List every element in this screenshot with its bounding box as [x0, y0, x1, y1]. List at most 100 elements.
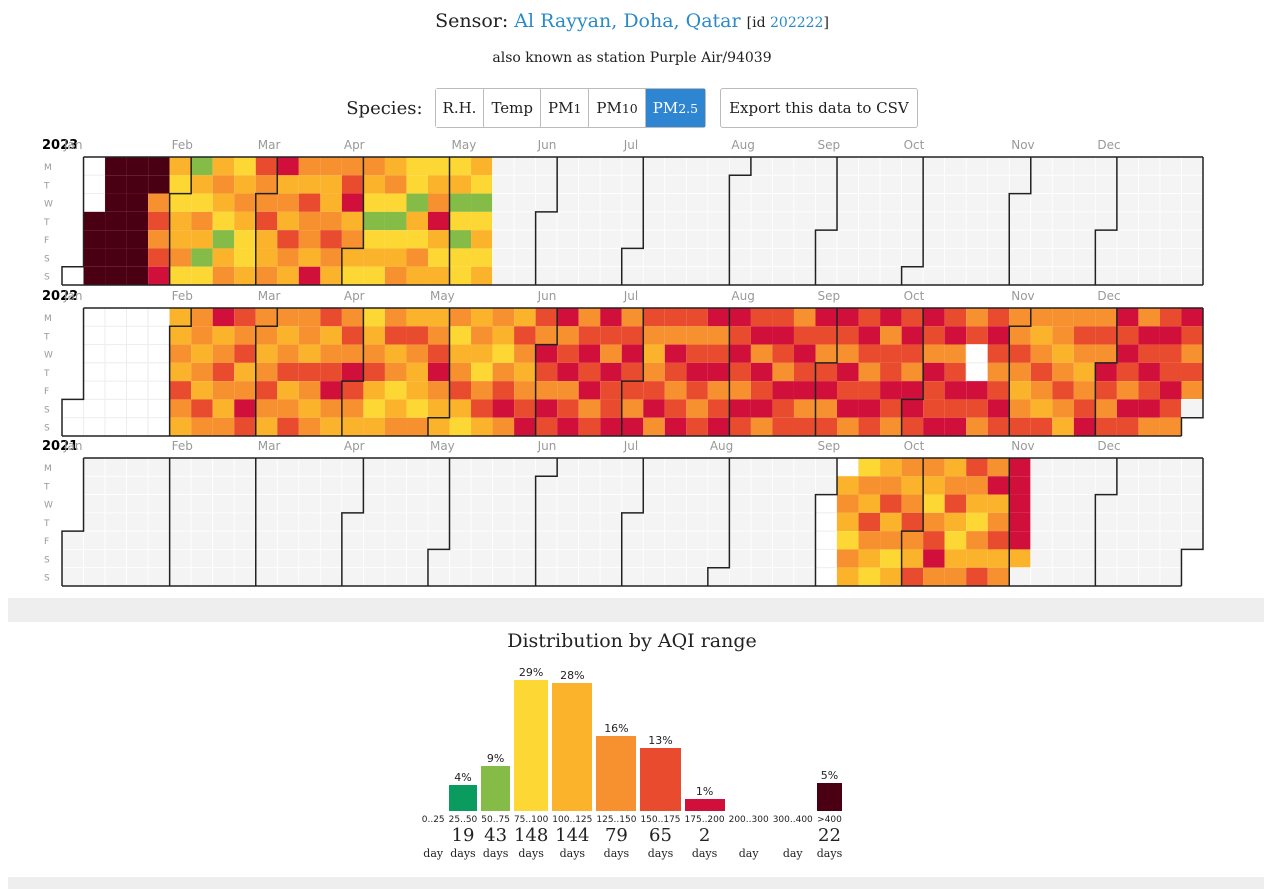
- empty-cell: [707, 530, 730, 550]
- empty-cell: [987, 193, 1010, 213]
- day-cell: [1052, 362, 1074, 382]
- day-cell: [578, 362, 601, 382]
- empty-cell: [1073, 193, 1096, 213]
- empty-cell: [492, 248, 515, 268]
- day-cell: [600, 362, 622, 382]
- day-cell: [492, 326, 515, 345]
- day-cell: [126, 398, 149, 419]
- day-cell: [148, 230, 170, 249]
- id-link[interactable]: 202222: [770, 15, 824, 31]
- day-cell: [923, 549, 945, 568]
- day-cell: [901, 458, 924, 477]
- empty-cell: [83, 494, 106, 514]
- empty-cell: [922, 156, 946, 176]
- export-button[interactable]: Export this data to CSV: [720, 88, 918, 128]
- day-cell: [901, 381, 924, 400]
- empty-cell: [685, 248, 709, 268]
- month-border: [534, 458, 558, 586]
- species-button[interactable]: PM 2.5: [645, 89, 706, 127]
- species-button[interactable]: R.H.: [435, 89, 485, 127]
- day-cell: [1030, 399, 1053, 418]
- empty-cell: [470, 549, 493, 569]
- day-cell: [104, 417, 128, 437]
- empty-cell: [556, 193, 580, 213]
- species-button[interactable]: PM 10: [589, 89, 646, 127]
- unit-label: days: [603, 847, 630, 860]
- empty-cell: [492, 193, 515, 213]
- day-cell: [578, 399, 601, 418]
- empty-cell: [1073, 475, 1096, 495]
- empty-cell: [492, 156, 515, 176]
- empty-cell: [406, 494, 429, 514]
- day-cell: [772, 308, 794, 327]
- empty-cell: [944, 156, 967, 176]
- percent-label: 9%: [486, 751, 505, 765]
- empty-cell: [104, 530, 127, 550]
- day-cell: [1138, 381, 1160, 400]
- empty-cell: [1138, 156, 1161, 176]
- month-label: Jun: [537, 138, 557, 152]
- distribution: 4% 9% 29% 28% 16% 13% 1% 5% 0..25 25..50 50..75 75.…: [0, 660, 1264, 860]
- day-cell: [255, 211, 278, 231]
- day-cell: [944, 326, 967, 345]
- range-label: 125..150: [596, 815, 637, 825]
- empty-cell: [1159, 567, 1182, 587]
- day-cell: [814, 494, 838, 514]
- empty-cell: [750, 567, 773, 587]
- sensor-link[interactable]: Al Rayyan, Doha, Qatar: [514, 10, 741, 32]
- day-cell: [923, 362, 945, 382]
- bar-cell: [420, 660, 447, 811]
- day-cell: [83, 417, 106, 437]
- species-label: Species:: [346, 97, 423, 119]
- month-label: Jul: [623, 439, 638, 453]
- day-cell: [1073, 362, 1096, 382]
- day-cell: [729, 399, 751, 418]
- empty-cell: [1094, 156, 1118, 176]
- count-label: 19: [451, 825, 475, 846]
- empty-cell: [664, 457, 687, 477]
- empty-cell: [642, 475, 666, 495]
- day-cell: [191, 157, 213, 176]
- day-cell: [320, 230, 342, 249]
- empty-cell: [406, 530, 429, 550]
- day-cell: [1073, 417, 1096, 436]
- day-cell: [449, 248, 472, 267]
- empty-cell: [1181, 248, 1204, 268]
- empty-cell: [319, 457, 343, 477]
- day-cell: [169, 193, 192, 212]
- empty-cell: [728, 211, 752, 231]
- empty-cell: [858, 211, 881, 231]
- day-cell: [707, 417, 730, 436]
- day-cell: [1073, 308, 1096, 327]
- empty-cell: [1159, 512, 1182, 532]
- day-cell: [901, 344, 924, 363]
- empty-cell: [664, 248, 687, 268]
- empty-cell: [406, 549, 429, 569]
- day-cell: [277, 344, 299, 363]
- empty-cell: [879, 229, 903, 249]
- empty-cell: [642, 549, 666, 569]
- day-cell: [341, 326, 364, 345]
- empty-cell: [944, 229, 967, 249]
- empty-cell: [728, 174, 752, 194]
- day-cell: [363, 344, 385, 363]
- day-cell: [535, 362, 558, 382]
- empty-cell: [104, 457, 127, 477]
- day-cell: [880, 531, 902, 550]
- empty-cell: [642, 512, 666, 532]
- empty-cell: [212, 475, 235, 495]
- species-button[interactable]: Temp: [484, 89, 541, 127]
- day-cell: [427, 308, 450, 327]
- day-cell: [148, 248, 170, 267]
- empty-cell: [1181, 193, 1204, 213]
- day-cell: [837, 531, 859, 550]
- empty-cell: [750, 174, 773, 194]
- empty-cell: [685, 530, 709, 550]
- empty-cell: [298, 512, 321, 532]
- day-cell: [880, 567, 902, 586]
- month-border: [341, 308, 365, 436]
- species-button[interactable]: PM 1: [541, 89, 590, 127]
- empty-cell: [212, 494, 235, 514]
- day-cell: [837, 494, 859, 513]
- day-cell: [772, 362, 794, 382]
